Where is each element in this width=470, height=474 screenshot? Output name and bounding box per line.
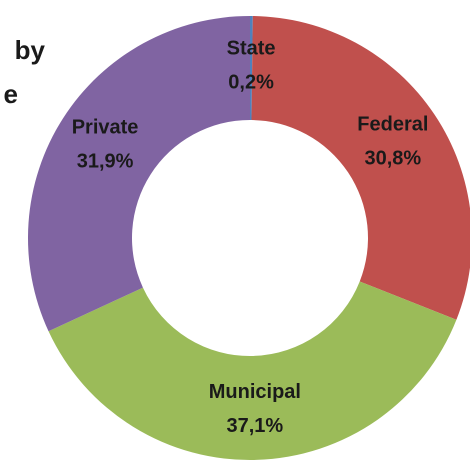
slice-label: Private: [72, 117, 139, 139]
slice-label: Municipal: [209, 381, 301, 403]
slice-value-label: 30,8%: [365, 147, 422, 169]
chart-title: e: [4, 79, 18, 109]
slice-value-label: 0,2%: [228, 71, 274, 93]
chart-title: by: [15, 35, 46, 65]
slice-value-label: 37,1%: [227, 415, 284, 437]
slice-label: State: [227, 37, 276, 59]
donut-slice: [250, 16, 253, 121]
donut-slice: [48, 281, 457, 461]
donut-slice: [27, 16, 250, 332]
donut-slice: [251, 16, 470, 320]
slice-label: Federal: [357, 113, 428, 135]
slice-value-label: 31,9%: [77, 151, 134, 173]
donut: [27, 16, 470, 461]
